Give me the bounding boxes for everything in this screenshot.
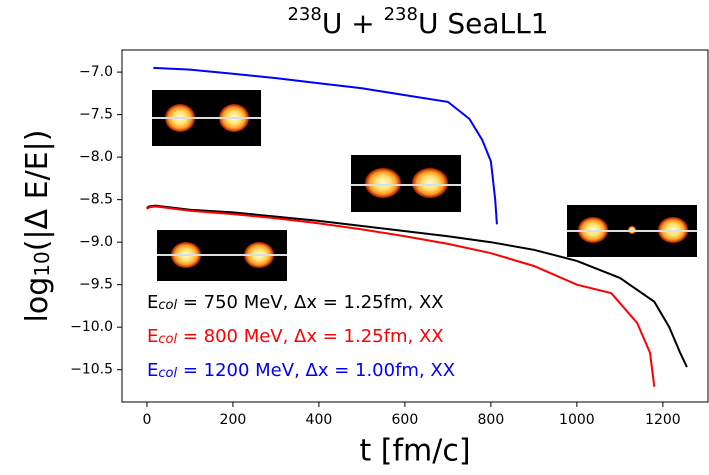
legend-part: E bbox=[147, 292, 158, 313]
legend-entry: Ecol = 1200 MeV, Δx = 1.00fm, XX bbox=[147, 360, 455, 381]
legend-entry: Ecol = 750 MeV, Δx = 1.25fm, XX bbox=[147, 292, 444, 313]
y-tick-label: −10.5 bbox=[70, 362, 113, 378]
legend-part: col bbox=[158, 332, 177, 347]
y-tick-label: −8.5 bbox=[79, 192, 113, 208]
chart: 238U + 238U SeaLL1 t [fm/c] log10(|Δ E/E… bbox=[0, 0, 709, 471]
legend-part: col bbox=[158, 298, 177, 313]
legend-part: E bbox=[147, 360, 158, 381]
y-tick-label: −7.0 bbox=[79, 64, 113, 80]
title-part: U + bbox=[322, 7, 384, 40]
x-tick-label: 400 bbox=[306, 412, 333, 428]
legend-part: col bbox=[158, 366, 177, 381]
legend-part: = 1200 MeV, Δx = 1.00fm, XX bbox=[177, 360, 455, 381]
inset bbox=[351, 155, 461, 212]
y-tick-label: −10.0 bbox=[70, 319, 113, 335]
y-tick-label: −9.5 bbox=[79, 277, 113, 293]
x-axis-label: t [fm/c] bbox=[359, 434, 470, 469]
x-tick-label: 800 bbox=[478, 412, 505, 428]
legend-part: = 800 MeV, Δx = 1.25fm, XX bbox=[177, 326, 444, 347]
y-tick-label: −7.5 bbox=[79, 107, 113, 123]
legend-entry: Ecol = 800 MeV, Δx = 1.25fm, XX bbox=[147, 326, 444, 347]
insets bbox=[152, 90, 697, 281]
title-part: 238 bbox=[384, 4, 418, 25]
y-axis-label: log10(|Δ E/E|) bbox=[20, 130, 55, 323]
y-label-part: 10 bbox=[30, 251, 54, 276]
x-tick-label: 0 bbox=[142, 412, 151, 428]
x-tick-label: 200 bbox=[220, 412, 247, 428]
y-tick-label: −9.0 bbox=[79, 234, 113, 250]
title-part: 238 bbox=[287, 4, 321, 25]
inset bbox=[157, 230, 287, 281]
chart-title: 238U + 238U SeaLL1 bbox=[287, 4, 548, 40]
x-tick-label: 1200 bbox=[645, 412, 681, 428]
page: {"chart_data": { "type": "line", "title_… bbox=[0, 0, 709, 471]
title-part: U SeaLL1 bbox=[418, 7, 549, 40]
y-label-part: (|Δ E/E|) bbox=[20, 130, 55, 252]
y-label-part: log bbox=[20, 277, 55, 323]
x-tick-label: 1000 bbox=[559, 412, 595, 428]
inset bbox=[152, 90, 261, 146]
y-tick-label: −8.0 bbox=[79, 149, 113, 165]
legend-part: = 750 MeV, Δx = 1.25fm, XX bbox=[177, 292, 444, 313]
legend-part: E bbox=[147, 326, 158, 347]
x-tick-label: 600 bbox=[392, 412, 419, 428]
inset bbox=[567, 205, 697, 257]
